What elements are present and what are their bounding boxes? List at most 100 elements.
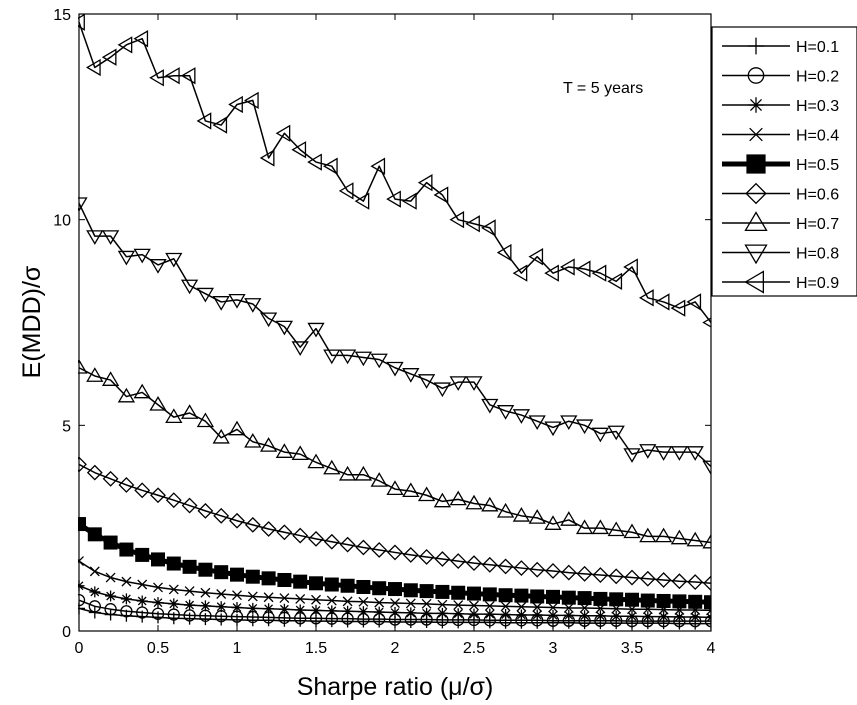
legend-marker — [744, 270, 764, 294]
data-point — [136, 606, 149, 619]
data-point — [149, 259, 167, 274]
data-point — [670, 299, 686, 317]
data-point — [512, 507, 531, 522]
data-point — [640, 593, 655, 608]
data-point — [386, 190, 401, 208]
data-point — [294, 604, 306, 616]
data-point — [591, 519, 610, 535]
data-point — [532, 602, 543, 613]
data-point — [687, 574, 704, 590]
data-point — [642, 611, 654, 623]
data-point — [686, 293, 702, 311]
y-axis-label: E(MDD)/σ — [18, 265, 46, 378]
data-point — [133, 30, 149, 48]
data-point — [639, 527, 657, 543]
data-point — [658, 611, 670, 623]
data-point — [419, 584, 434, 599]
data-point — [593, 591, 608, 606]
data-point — [481, 219, 496, 237]
data-point — [101, 230, 120, 245]
data-point — [484, 608, 496, 620]
data-point — [608, 568, 625, 585]
data-point — [607, 272, 623, 291]
data-point — [151, 607, 165, 620]
series-h-0-7 — [78, 358, 711, 549]
legend-marker — [747, 67, 765, 84]
data-point — [560, 258, 575, 276]
data-point — [244, 91, 259, 110]
data-point — [547, 609, 559, 621]
legend-label: H=0.3 — [796, 98, 839, 115]
data-point — [453, 600, 464, 611]
data-point — [323, 459, 341, 475]
data-point — [545, 563, 561, 579]
x-tick-label: 0 — [75, 640, 84, 657]
data-point — [357, 615, 370, 628]
data-point — [291, 141, 307, 159]
data-point — [117, 250, 136, 266]
data-point — [575, 419, 594, 435]
data-point — [560, 415, 578, 431]
data-point — [263, 603, 275, 615]
data-point — [386, 480, 404, 495]
series-h-0-8 — [78, 197, 711, 476]
data-point — [544, 515, 562, 530]
legend-marker — [745, 182, 767, 205]
data-point — [576, 565, 593, 582]
y-tick-label: 15 — [53, 7, 71, 24]
data-point — [323, 349, 341, 365]
data-point — [324, 577, 339, 592]
legend-label: H=0.7 — [796, 216, 839, 233]
data-point — [373, 606, 385, 618]
data-point — [703, 575, 711, 592]
data-point — [370, 472, 388, 487]
data-point — [435, 584, 450, 599]
data-point — [465, 494, 483, 510]
data-point — [671, 573, 688, 590]
data-point — [468, 608, 480, 620]
data-point — [213, 507, 230, 524]
legend-entry: H=0.2 — [722, 67, 839, 86]
data-point — [421, 607, 433, 619]
data-point — [512, 409, 531, 424]
data-point — [609, 592, 624, 607]
data-point — [433, 186, 449, 204]
data-point — [449, 490, 467, 506]
data-point — [371, 542, 388, 558]
data-point — [212, 116, 228, 134]
data-point — [260, 521, 277, 537]
x-tick-label: 1 — [233, 640, 242, 657]
data-point — [168, 584, 179, 595]
data-point — [544, 264, 559, 282]
legend-entry: H=0.5 — [722, 154, 839, 174]
data-point — [340, 578, 355, 593]
data-point — [575, 519, 594, 535]
data-point — [342, 605, 354, 617]
legend-marker — [749, 127, 763, 142]
data-point — [86, 464, 103, 481]
data-point — [639, 289, 654, 307]
data-point — [372, 581, 387, 596]
x-tick-label: 3.5 — [621, 640, 643, 657]
data-point — [689, 611, 701, 623]
data-point — [150, 487, 166, 504]
data-point — [449, 376, 467, 391]
data-point — [484, 600, 495, 611]
data-point — [623, 448, 641, 463]
data-point — [421, 598, 432, 609]
data-point — [101, 48, 117, 66]
x-tick-label: 0.5 — [147, 640, 169, 657]
data-point — [497, 558, 514, 575]
data-point — [105, 572, 116, 583]
data-point — [149, 69, 164, 87]
data-point — [102, 470, 119, 487]
data-point — [402, 368, 420, 383]
data-point — [152, 597, 164, 609]
data-point — [259, 312, 278, 328]
data-point — [452, 608, 464, 620]
data-point — [275, 443, 294, 458]
data-point — [481, 556, 498, 573]
data-point — [403, 583, 418, 598]
data-point — [673, 611, 685, 623]
data-point — [496, 502, 515, 518]
